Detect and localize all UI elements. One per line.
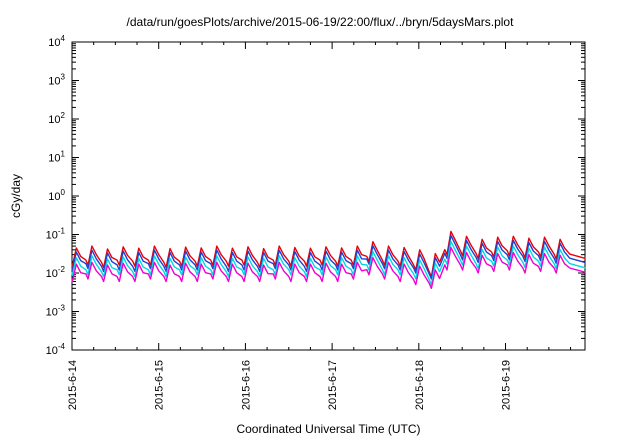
y-tick-label: 103	[48, 73, 65, 88]
y-tick-label: 10-1	[46, 227, 66, 242]
x-tick-label: 2015-6-15	[154, 360, 166, 410]
y-tick-label: 100	[48, 188, 65, 203]
series-line-magenta	[71, 246, 586, 289]
y-tick-label: 10-2	[46, 265, 66, 280]
series-line-cyan	[71, 240, 586, 286]
y-tick-label: 10-4	[46, 342, 66, 357]
x-axis-label: Coordinated Universal Time (UTC)	[236, 422, 421, 436]
x-tick-label: 2015-6-17	[327, 360, 339, 410]
x-tick-label: 2015-6-18	[414, 360, 426, 410]
plot-border	[71, 41, 586, 351]
x-tick-label: 2015-6-14	[67, 360, 79, 410]
x-tick-label: 2015-6-16	[240, 360, 252, 410]
y-tick-label: 10-3	[46, 304, 66, 319]
y-tick-label: 104	[48, 34, 65, 49]
y-tick-label: 102	[48, 111, 65, 126]
y-tick-label: 101	[48, 150, 65, 165]
series-line-red	[71, 230, 586, 278]
plot-title: /data/run/goesPlots/archive/2015-06-19/2…	[126, 15, 514, 29]
series-line-blue	[71, 234, 586, 280]
x-tick-label: 2015-6-19	[501, 360, 513, 410]
